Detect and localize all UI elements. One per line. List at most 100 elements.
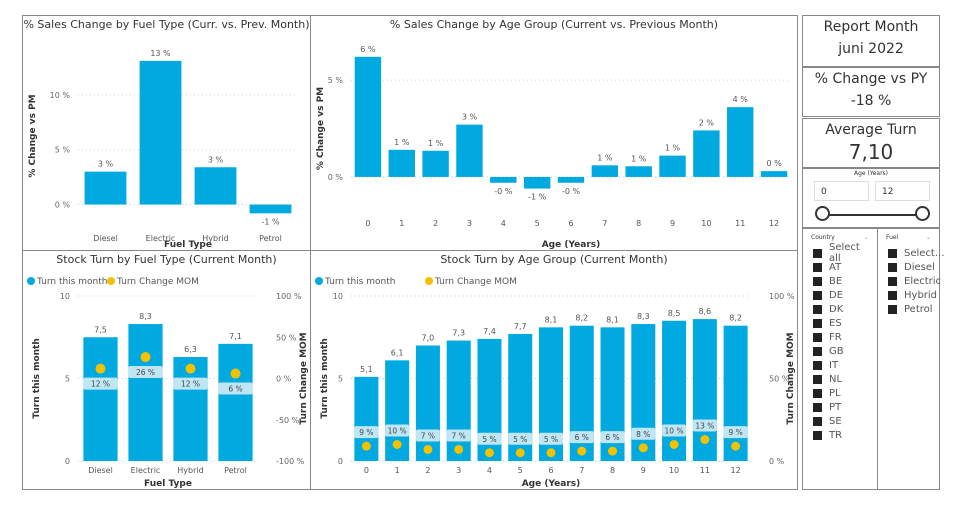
slicer-item-label: TR — [829, 429, 843, 441]
y-tick-label: 10 — [60, 292, 70, 301]
bar — [490, 176, 517, 183]
slicer-item[interactable]: IT — [803, 358, 877, 372]
mom-label: 6 % — [605, 433, 619, 442]
bar — [693, 130, 720, 177]
checkbox[interactable] — [813, 430, 822, 440]
slicer-item[interactable]: Select... — [878, 246, 944, 260]
checkbox[interactable] — [813, 262, 822, 272]
checkbox[interactable] — [813, 248, 822, 258]
slider-min-handle[interactable] — [815, 206, 830, 221]
legend-dot-mom — [107, 277, 115, 285]
bar — [128, 324, 163, 461]
card-label: Report Month — [823, 19, 919, 35]
data-label: 8,2 — [575, 314, 588, 323]
mom-label: 12 % — [91, 380, 110, 389]
mom-dot — [392, 440, 402, 449]
data-label: 1 % — [394, 138, 410, 147]
mom-dot — [484, 448, 494, 458]
x-tick-label: Hybrid — [202, 234, 228, 243]
age-max-input[interactable]: 12 — [875, 181, 930, 201]
bar — [422, 150, 449, 177]
bar — [456, 124, 483, 177]
legend-dot-turn — [27, 277, 35, 285]
slicer-item[interactable]: TR — [803, 428, 877, 442]
slicer-item[interactable]: SE — [803, 414, 877, 428]
checkbox[interactable] — [813, 290, 822, 300]
age-range-slicer: Age (Years) 0 12 — [802, 168, 940, 228]
checkbox[interactable] — [813, 332, 822, 342]
slicer-item[interactable]: FR — [803, 330, 877, 344]
slider-max-handle[interactable] — [915, 206, 930, 221]
slicer-item-label: AT — [829, 261, 842, 273]
x-axis-label: Fuel Type — [144, 479, 192, 489]
age-min-input[interactable]: 0 — [814, 181, 869, 201]
checkbox[interactable] — [813, 402, 822, 412]
x-tick-label: 12 — [769, 219, 779, 228]
slicer-item[interactable]: NL — [803, 372, 877, 386]
checkbox[interactable] — [813, 318, 822, 328]
data-label: 8,1 — [545, 315, 558, 324]
slicer-item[interactable]: Hybrid — [878, 288, 939, 302]
checkbox[interactable] — [888, 276, 897, 286]
y2-axis-label: Turn Change MOM — [786, 332, 796, 424]
checkbox[interactable] — [888, 304, 897, 314]
y-tick-label: 0 % — [328, 173, 344, 182]
slicer-item[interactable]: BE — [803, 274, 877, 288]
checkbox[interactable] — [813, 304, 822, 314]
checkbox[interactable] — [813, 388, 822, 398]
data-label: 1 % — [631, 154, 647, 163]
bar — [173, 357, 208, 461]
slicer-item[interactable]: Petrol — [878, 302, 939, 316]
x-tick-label: 0 — [365, 219, 370, 228]
checkbox[interactable] — [813, 360, 822, 370]
data-label: -1 % — [528, 193, 547, 202]
slicer-item-label: IT — [829, 359, 839, 371]
slicer-item[interactable]: DK — [803, 302, 877, 316]
slicer-item-label: Hybrid — [904, 289, 938, 301]
checkbox[interactable] — [813, 276, 822, 286]
chevron-down-icon[interactable]: ⌄ — [925, 234, 931, 241]
x-axis-label: Age (Years) — [542, 240, 601, 250]
slicer-item-label: NL — [829, 373, 843, 385]
slicer-item[interactable]: GB — [803, 344, 877, 358]
slicer-item[interactable]: Diesel — [878, 260, 939, 274]
chevron-down-icon[interactable]: ⌄ — [863, 234, 869, 241]
x-tick-label: 12 — [731, 466, 741, 475]
slicer-item[interactable]: DE — [803, 288, 877, 302]
slicer-item[interactable]: Select all — [803, 242, 877, 264]
mom-dot — [546, 448, 556, 458]
mom-dot — [608, 446, 618, 456]
checkbox[interactable] — [888, 290, 897, 300]
x-tick-label: 0 — [364, 466, 369, 475]
checkbox[interactable] — [888, 262, 897, 272]
data-label: 7,4 — [483, 327, 496, 336]
bar — [388, 149, 415, 177]
data-label: 3 % — [98, 160, 114, 169]
x-tick-label: Diesel — [93, 234, 118, 243]
slicer-item[interactable]: AT — [803, 260, 877, 274]
x-tick-label: 10 — [701, 219, 711, 228]
slicer-item[interactable]: Electric — [878, 274, 941, 288]
mom-label: 10 % — [388, 427, 407, 436]
slicer-item-label: DE — [829, 289, 844, 301]
slicer-item[interactable]: PL — [803, 386, 877, 400]
change-py-card: % Change vs PY -18 % — [802, 67, 940, 117]
checkbox[interactable] — [813, 346, 822, 356]
y-tick-label: 0 % — [55, 201, 71, 210]
checkbox[interactable] — [813, 416, 822, 426]
y2-tick-label: -50 % — [276, 416, 300, 425]
y-tick-label: 5 % — [55, 146, 71, 155]
x-tick-label: 7 — [579, 466, 584, 475]
slicer-item[interactable]: ES — [803, 316, 877, 330]
y2-tick-label: 50 % — [276, 333, 297, 342]
slicer-item-label: GB — [829, 345, 844, 357]
checkbox[interactable] — [888, 248, 897, 258]
checkbox[interactable] — [813, 374, 822, 384]
bar — [446, 340, 471, 461]
y-axis-label: Turn this month — [320, 338, 330, 419]
data-label: -0 % — [562, 187, 581, 196]
bar — [557, 176, 585, 183]
slicer-item[interactable]: PT — [803, 400, 877, 414]
y-tick-label: 5 — [65, 375, 70, 384]
mom-label-box — [83, 377, 118, 390]
